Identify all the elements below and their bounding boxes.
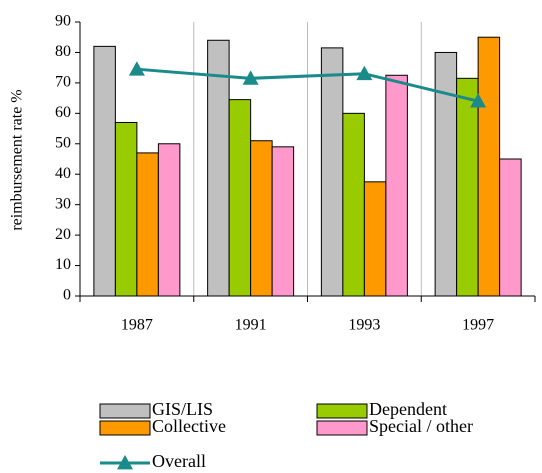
legend-label: Dependent	[369, 399, 447, 419]
y-tick-label: 90	[55, 13, 71, 30]
y-tick-label: 30	[55, 195, 71, 212]
y-tick-label: 20	[55, 226, 71, 243]
bar	[320, 47, 344, 297]
bar	[250, 140, 273, 297]
marker	[242, 70, 259, 85]
y-tick-label: 50	[55, 134, 71, 151]
bar	[271, 146, 295, 297]
bar	[228, 99, 252, 297]
x-tick-label: 1997	[462, 317, 494, 334]
bar	[434, 51, 458, 297]
x-tick-label: 1993	[348, 317, 380, 334]
y-tick-label: 10	[55, 256, 71, 273]
legend-swatch	[99, 420, 151, 436]
bar	[93, 45, 116, 297]
y-tick-label: 70	[55, 74, 71, 91]
legend-marker	[117, 455, 133, 470]
bar	[456, 77, 479, 297]
bar	[207, 39, 230, 297]
bar	[157, 143, 181, 297]
bar	[385, 74, 408, 297]
bar	[363, 181, 387, 297]
legend-label: Special / other	[369, 416, 473, 436]
marker	[356, 65, 373, 81]
bar	[477, 36, 501, 297]
x-tick-label: 1991	[235, 317, 267, 334]
y-tick-label: 40	[55, 165, 71, 182]
legend-swatch	[99, 403, 151, 419]
y-tick-label: 0	[63, 287, 71, 304]
y-tick-label: 60	[55, 104, 71, 121]
y-tick-label: 80	[55, 43, 71, 60]
marker	[128, 61, 145, 76]
y-axis-label: reimbursement rate %	[9, 89, 26, 230]
marker	[470, 93, 487, 108]
legend-swatch	[316, 403, 368, 419]
legend-label: GIS/LIS	[152, 399, 213, 419]
line	[136, 67, 479, 103]
bar	[114, 121, 138, 297]
legend-label: Collective	[152, 416, 226, 436]
bar	[499, 158, 522, 297]
bar	[342, 112, 365, 297]
legend-swatch	[316, 420, 368, 436]
x-tick-label: 1987	[121, 317, 153, 334]
bar	[136, 152, 159, 297]
legend-label: Overall	[152, 451, 206, 471]
